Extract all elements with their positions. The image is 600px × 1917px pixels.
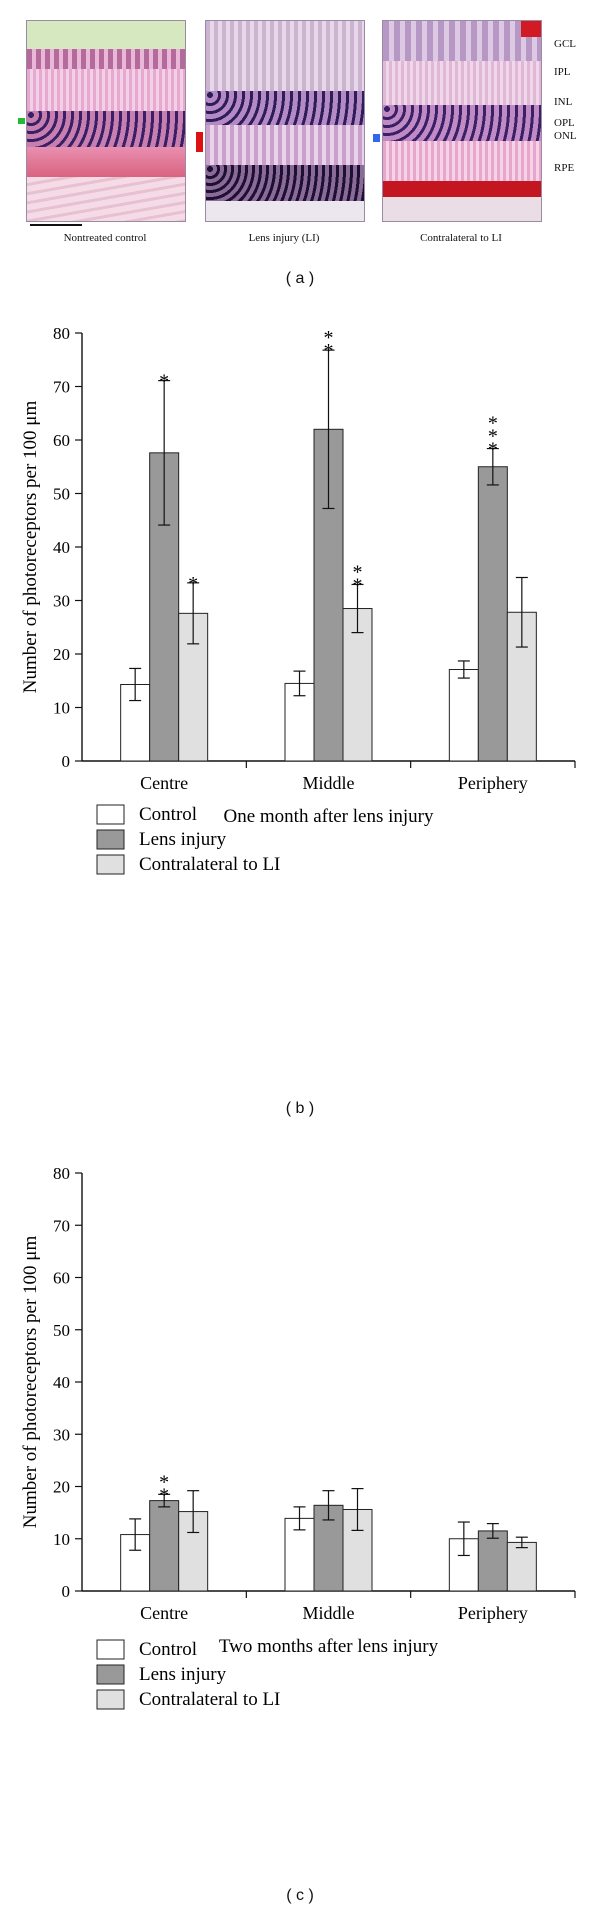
marker-blue [373,134,380,142]
caption-contralateral: Contralateral to LI [420,232,502,244]
marker-red [196,132,203,152]
x-tick-label: Periphery [458,1603,528,1623]
legend-swatch [96,1639,125,1660]
y-tick-label: 50 [53,485,70,504]
y-tick-label: 30 [53,592,70,611]
y-tick-label: 70 [53,378,70,397]
panel-label-a: ( a ) [285,270,315,287]
y-tick-label: 70 [53,1216,70,1235]
significance-star: * [488,439,498,461]
x-axis-label: One month after lens injury [223,806,434,827]
y-tick-label: 40 [53,1373,70,1392]
layer-label: RPE [554,162,575,174]
y-tick-label: 40 [53,538,70,557]
micrograph-control [26,20,186,222]
micrograph-contralateral [382,20,542,222]
y-tick-label: 30 [53,1425,70,1444]
legend-swatch [96,804,125,825]
y-tick-label: 80 [53,324,70,343]
x-tick-label: Middle [303,773,355,793]
legend-label: Lens injury [139,829,227,850]
significance-star: * [188,573,198,595]
y-tick-label: 0 [62,752,71,771]
caption-lens-injury: Lens injury (LI) [248,232,320,244]
y-tick-label: 10 [53,699,70,718]
legend-swatch [96,1689,125,1710]
significance-star: * [353,574,363,596]
legend-swatch [96,829,125,850]
y-tick-label: 60 [53,431,70,450]
caption-control: Nontreated control [63,232,147,244]
significance-star: * [159,1471,169,1493]
bar [342,608,373,762]
x-tick-label: Centre [140,773,188,793]
y-tick-label: 80 [53,1164,70,1183]
legend-label: Contralateral to LI [139,1689,280,1710]
x-tick-label: Periphery [458,773,528,793]
layer-label: IPL [554,66,571,78]
x-tick-label: Centre [140,1603,188,1623]
legend-swatch [96,854,125,875]
significance-star: * [159,1484,169,1506]
y-tick-label: 20 [53,1478,70,1497]
legend-label: Control [139,1639,197,1660]
bar-chart-two-months: 0 10 20 30 40 50 60 70 80 Centre Middle Periphery **… [20,1164,576,1710]
bar [477,1530,508,1592]
y-tick-label: 50 [53,1321,70,1340]
y-tick-label: 20 [53,645,70,664]
y-tick-label: 60 [53,1269,70,1288]
scale-bar [30,224,82,226]
bar [506,1541,537,1592]
x-tick-label: Middle [303,1603,355,1623]
panel-a: Nontreated control Lens injury (LI) Cont… [0,0,600,300]
panel-label-c: ( c ) [286,1887,314,1904]
y-axis-label: Number of photoreceptors per 100 μm [20,401,41,694]
significance-star: * [353,561,363,583]
legend-swatch [96,1664,125,1685]
bar [149,1500,180,1592]
bar [448,669,479,762]
y-tick-label: 10 [53,1530,70,1549]
bar [477,466,508,762]
significance-star: * [488,426,498,448]
layer-label: INL [554,96,573,108]
bar [284,1517,315,1592]
significance-star: * [324,340,334,362]
significance-star: * [159,371,169,393]
legend-label: Contralateral to LI [139,854,280,875]
y-axis-label: Number of photoreceptors per 100 μm [20,1236,41,1529]
layer-label: ONL [554,130,577,142]
layer-label: GCL [554,38,576,50]
layer-label: OPL [554,117,575,129]
legend-label: Lens injury [139,1664,227,1685]
marker-green [18,118,25,124]
y-tick-label: 0 [62,1582,71,1601]
panel-label-b: ( b ) [285,1100,315,1117]
x-axis-label: Two months after lens injury [219,1636,439,1657]
significance-star: * [324,327,334,349]
micrograph-lens-injury [205,20,365,222]
legend-label: Control [139,804,197,825]
significance-star: * [488,413,498,435]
